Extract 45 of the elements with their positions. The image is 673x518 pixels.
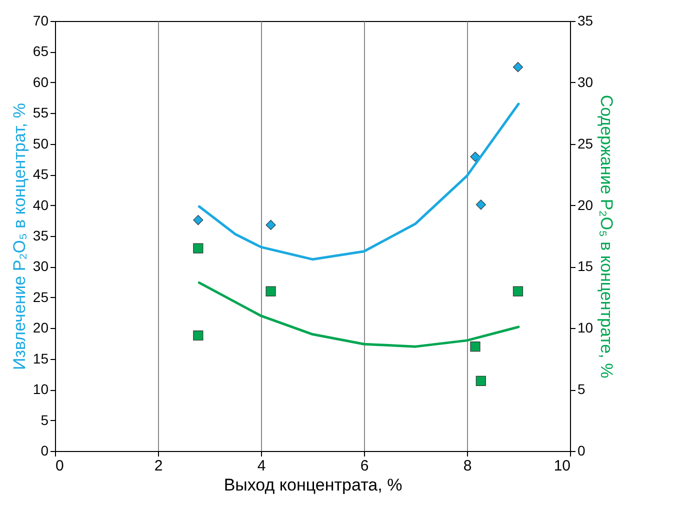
y-tick-label: 25 — [32, 288, 49, 305]
point — [193, 243, 204, 254]
y-tick-label: 65 — [32, 43, 49, 60]
y2-tick-label: 15 — [578, 258, 594, 274]
y2-tick-label: 5 — [578, 381, 586, 398]
point — [512, 286, 524, 296]
y-tick-label: 60 — [32, 74, 49, 90]
y2-tick-label: 35 — [578, 12, 594, 28]
point — [470, 342, 480, 352]
y-tick-label: 5 — [40, 412, 49, 428]
y-axis-title: Извлечение P₂O₅ в концентрат, % — [10, 103, 29, 370]
y-tick-label: 20 — [32, 320, 49, 336]
x-tick-label: 4 — [257, 458, 266, 474]
y-tick-label: 0 — [40, 442, 49, 458]
point — [266, 286, 276, 296]
point — [193, 214, 204, 226]
y-tick-label: 55 — [32, 104, 49, 121]
y-tick-label: 35 — [32, 228, 49, 244]
y-tick-label: 70 — [32, 12, 49, 28]
y2-tick-label: 20 — [578, 196, 594, 213]
y2-tick-label: 0 — [578, 442, 586, 458]
point — [266, 220, 276, 230]
point — [470, 152, 480, 162]
y-tick-label: 10 — [32, 381, 49, 398]
y2-axis-title: Содержание P₂O₅ в концентрате, % — [597, 94, 616, 378]
point — [476, 376, 486, 386]
x-tick-label: 10 — [554, 458, 570, 474]
y-tick-label: 30 — [32, 258, 49, 274]
x-tick-label: 8 — [463, 458, 472, 474]
point — [193, 330, 204, 341]
x-tick-label: 2 — [154, 458, 163, 474]
y-tick-label: 15 — [32, 350, 49, 366]
x-tick-label: 0 — [56, 458, 64, 474]
line-series — [198, 281, 520, 348]
y-tick-label: 40 — [32, 196, 49, 213]
y2-tick-label: 30 — [578, 74, 594, 90]
y2-tick-label: 10 — [578, 320, 594, 336]
y-tick-label: 45 — [32, 166, 49, 182]
point — [476, 200, 486, 210]
point — [512, 62, 524, 72]
y2-tick-label: 25 — [578, 135, 594, 152]
line-series — [198, 102, 520, 261]
x-tick-label: 6 — [360, 458, 369, 474]
x-axis-title: Выход концентрата, % — [224, 476, 402, 494]
y-tick-label: 50 — [32, 135, 49, 152]
